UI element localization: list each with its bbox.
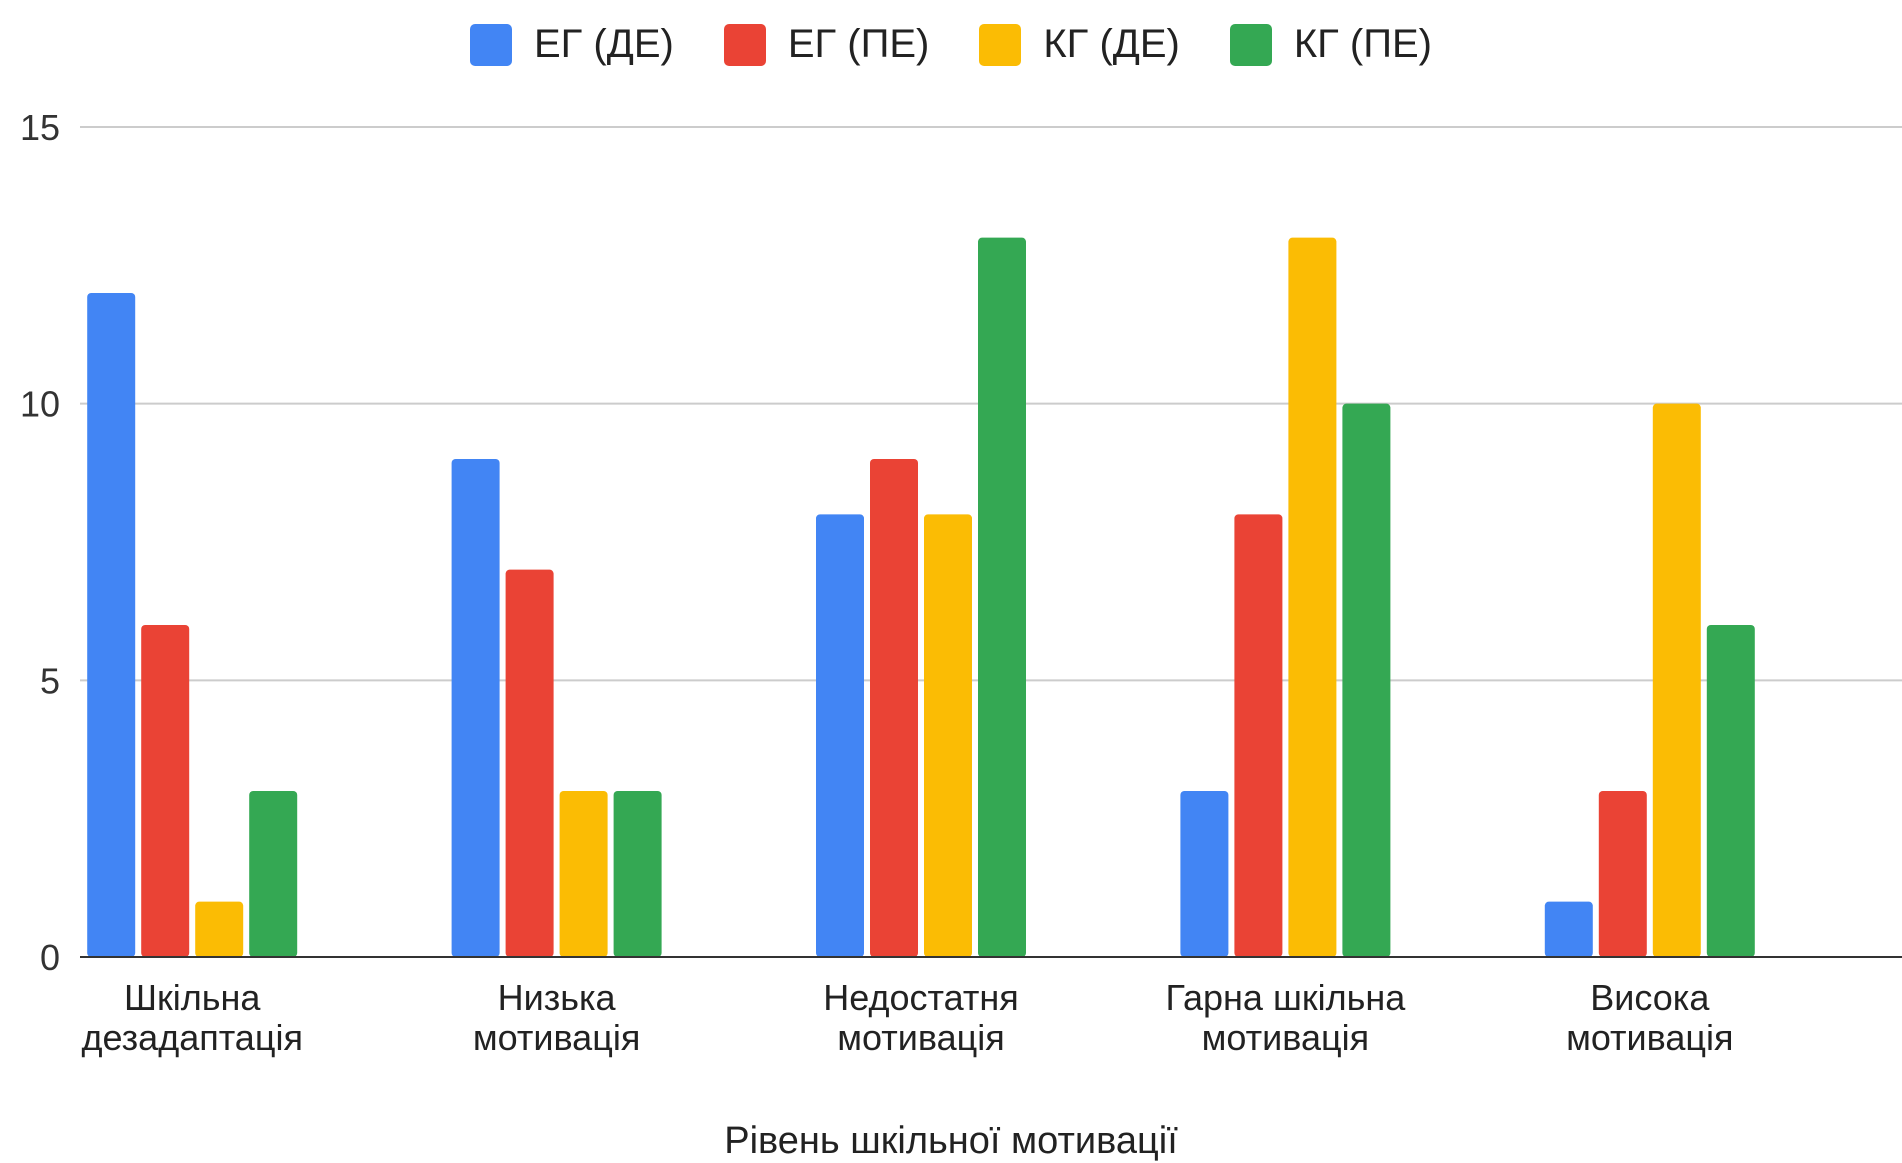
legend-swatch-series-3 — [979, 23, 1022, 66]
legend-swatch-series-1 — [469, 23, 512, 66]
x-tick-label-1-line-2: дезадаптація — [81, 1017, 303, 1058]
y-tick-label-2: 10 — [20, 384, 60, 425]
bar-series-2-category-4 — [1234, 514, 1283, 957]
bar-series-2-category-3 — [870, 459, 918, 957]
chart-legend: ЕГ (ДЕ) ЕГ (ПЕ) КГ (ДЕ) КГ (ПЕ) — [0, 22, 1902, 67]
bar-series-4-category-3 — [978, 237, 1026, 957]
bar-series-4-category-4 — [1342, 403, 1391, 958]
bar-series-3-category-5 — [1652, 403, 1701, 958]
bar-series-2-category-1 — [141, 625, 190, 957]
legend-label-series-1: ЕГ (ДЕ) — [533, 22, 674, 66]
bar-series-1-category-2 — [451, 459, 500, 957]
y-tick-label-1: 5 — [40, 660, 60, 701]
bar-series-3-category-2 — [559, 791, 608, 957]
bar-series-1-category-3 — [816, 514, 864, 957]
legend-label-series-4: КГ (ПЕ) — [1293, 22, 1433, 66]
bar-series-4-category-5 — [1706, 625, 1755, 957]
legend-label-series-3: КГ (ДЕ) — [1043, 22, 1180, 66]
legend-swatch-series-4 — [1229, 23, 1272, 66]
bar-series-2-category-2 — [505, 569, 554, 957]
y-tick-label-0: 0 — [40, 937, 60, 978]
x-tick-label-4-line-2: мотивація — [1202, 1017, 1369, 1058]
bar-series-1-category-5 — [1544, 901, 1593, 957]
bar-series-3-category-1 — [195, 901, 244, 957]
legend-item-series-3: КГ (ДЕ) — [979, 22, 1180, 67]
x-tick-label-2-line-2: мотивація — [473, 1017, 640, 1058]
legend-item-series-2: ЕГ (ПЕ) — [723, 22, 930, 67]
bar-series-3-category-3 — [924, 514, 972, 957]
bar-series-2-category-5 — [1598, 791, 1647, 957]
legend-label-series-2: ЕГ (ПЕ) — [787, 22, 930, 66]
x-tick-label-3-line-1: Недостатня — [823, 977, 1018, 1018]
bar-series-4-category-2 — [613, 791, 662, 957]
bar-series-1-category-4 — [1180, 791, 1229, 957]
legend-item-series-1: ЕГ (ДЕ) — [469, 22, 674, 67]
x-tick-label-1-line-1: Шкільна — [124, 977, 261, 1018]
x-tick-label-5-line-1: Висока — [1590, 977, 1710, 1018]
x-tick-label-4-line-1: Гарна шкільна — [1166, 977, 1407, 1018]
x-axis-title: Рівень шкільної мотивації — [724, 1120, 1178, 1162]
x-tick-label-5-line-2: мотивація — [1566, 1017, 1733, 1058]
legend-item-series-4: КГ (ПЕ) — [1229, 22, 1433, 67]
bar-series-4-category-1 — [249, 791, 298, 957]
bar-series-1-category-1 — [87, 293, 136, 957]
x-tick-label-3-line-2: мотивація — [837, 1017, 1004, 1058]
bar-series-3-category-4 — [1288, 237, 1337, 957]
x-tick-label-2-line-1: Низька — [498, 977, 617, 1018]
legend-swatch-series-2 — [723, 23, 766, 66]
y-tick-label-3: 15 — [20, 107, 60, 148]
